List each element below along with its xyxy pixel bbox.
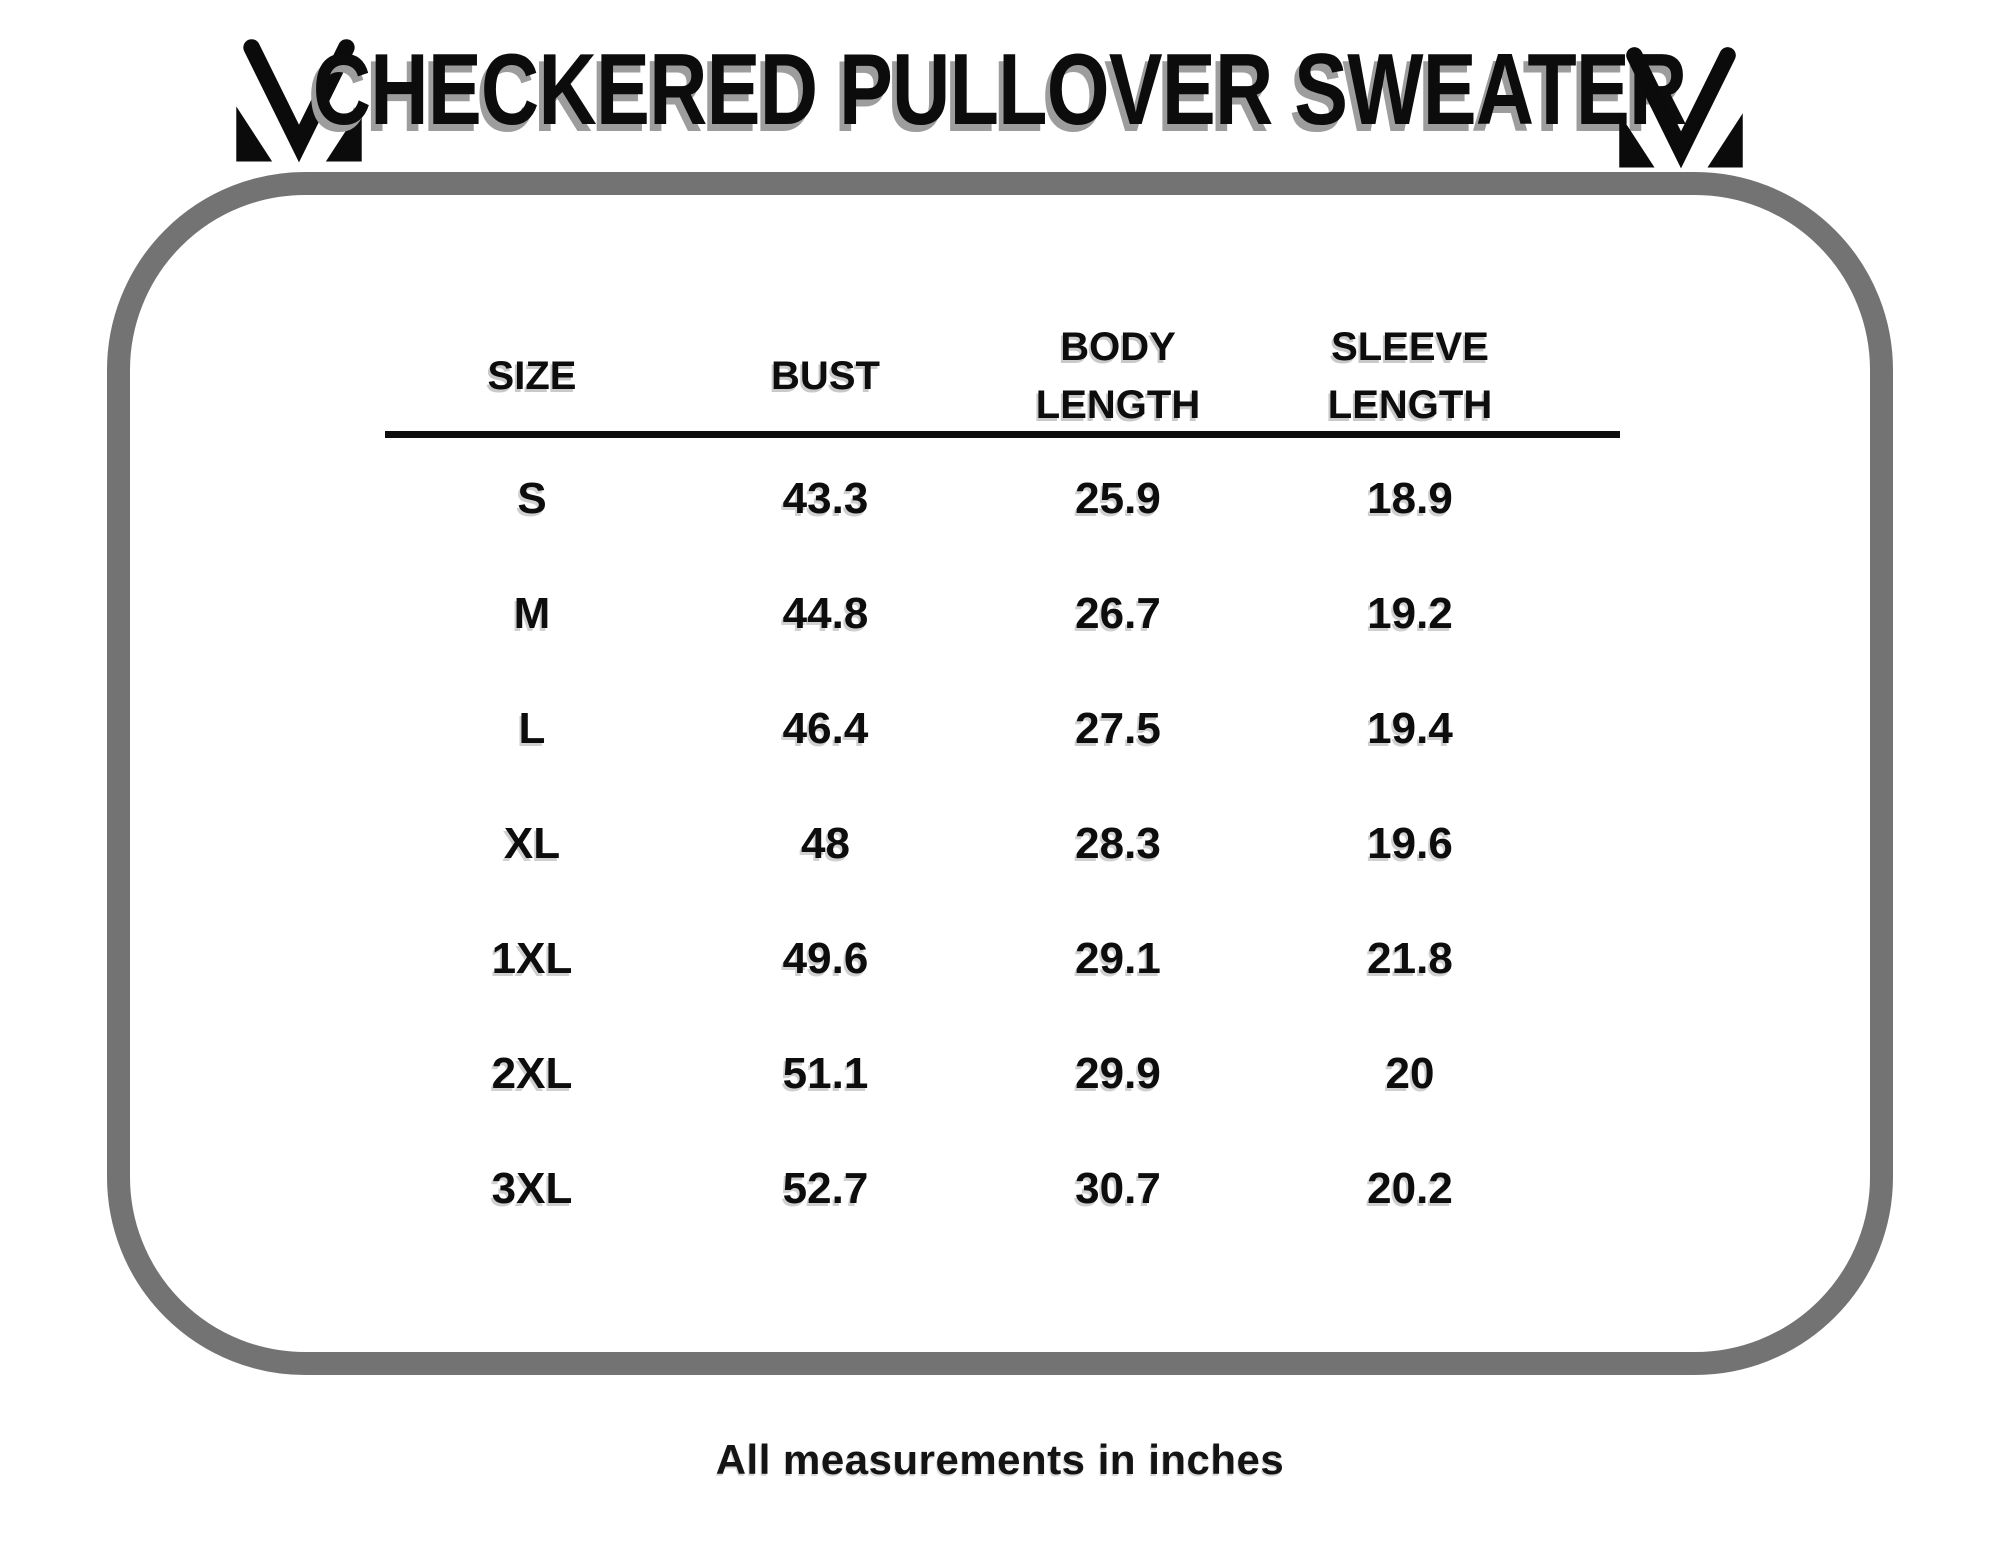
column-header-sleeve: SLEEVE LENGTH xyxy=(1327,325,1493,427)
brand-logo-left xyxy=(234,36,364,164)
measurement-value: 48 xyxy=(801,818,850,868)
measurement-value: 27.5 xyxy=(1075,703,1161,753)
size-label: 2XL xyxy=(491,1048,573,1098)
column-header-size: SIZE xyxy=(487,354,577,398)
size-label: 1XL xyxy=(491,933,573,983)
size-chart-body: S 43.3 25.9 18.9 M 44.8 26.7 19.2 L 46.4 27.5 19.4 X… xyxy=(385,441,1556,1246)
measurement-value: 30.7 xyxy=(1075,1163,1161,1213)
measurement-value: 43.3 xyxy=(782,473,869,523)
size-label: M xyxy=(513,588,551,638)
brand-logo-right xyxy=(1614,44,1748,170)
measurement-value: 46.4 xyxy=(782,703,869,753)
chart-frame xyxy=(107,172,1893,1375)
measurement-value: 25.9 xyxy=(1075,473,1161,523)
measurement-value: 18.9 xyxy=(1367,473,1453,523)
measurement-value: 52.7 xyxy=(782,1163,869,1213)
measurement-value: 44.8 xyxy=(782,588,869,638)
size-chart-header-row: SIZE BUST BODY LENGTH SLEEVE LENGTH xyxy=(385,318,1556,432)
title-container: CHECKERED PULLOVER SWEATER xyxy=(0,34,2000,146)
column-header-body: BODY LENGTH xyxy=(1035,325,1201,427)
measurement-value: 49.6 xyxy=(782,933,869,983)
page-title: CHECKERED PULLOVER SWEATER xyxy=(313,33,1688,146)
measurement-value: 19.4 xyxy=(1367,703,1453,753)
measurement-value: 28.3 xyxy=(1075,818,1161,868)
measurement-value: 51.1 xyxy=(782,1048,869,1098)
size-label: S xyxy=(517,473,547,523)
size-label: XL xyxy=(503,818,561,868)
size-label: L xyxy=(518,703,546,753)
size-label: 3XL xyxy=(491,1163,573,1213)
column-header-bust: BUST xyxy=(771,354,880,398)
measurement-value: 26.7 xyxy=(1075,588,1161,638)
measurement-value: 29.9 xyxy=(1075,1048,1161,1098)
measurement-value: 21.8 xyxy=(1367,933,1453,983)
measurement-value: 20 xyxy=(1385,1048,1435,1098)
measurement-value: 19.2 xyxy=(1367,588,1453,638)
m-monogram-icon xyxy=(1619,47,1743,169)
measurements-note: All measurements in inches xyxy=(715,1436,1285,1483)
measurement-value: 20.2 xyxy=(1367,1163,1453,1213)
header-divider xyxy=(385,431,1620,438)
m-monogram-icon xyxy=(236,39,362,163)
measurement-value: 29.1 xyxy=(1075,933,1161,983)
measurement-value: 19.6 xyxy=(1367,818,1453,868)
